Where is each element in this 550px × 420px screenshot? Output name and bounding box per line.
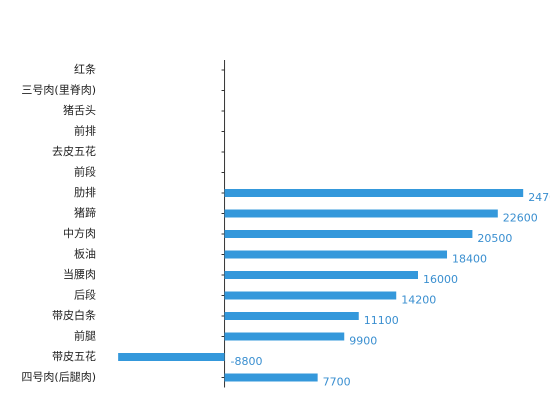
y-tick-label: 猪蹄: [74, 206, 96, 220]
y-tick-label: 带皮五花: [52, 350, 96, 363]
bar: [224, 250, 448, 259]
bar: [224, 332, 345, 341]
y-tick-label: 红条: [74, 62, 96, 76]
value-label: 22600: [503, 212, 538, 225]
value-label: 7700: [323, 376, 351, 389]
y-tick-label: 前腿: [74, 329, 96, 343]
bar: [224, 271, 418, 279]
value-label: -8800: [231, 355, 263, 368]
value-label: 18400: [452, 253, 487, 266]
bar: [224, 230, 473, 238]
y-tick-label: 三号肉(里脊肉): [21, 83, 96, 97]
bar: [224, 373, 318, 382]
bar: [224, 312, 359, 320]
value-label: 16000: [423, 273, 458, 286]
y-tick-label: 去皮五花: [52, 145, 96, 158]
bar: [118, 353, 225, 361]
y-tick-label: 前排: [74, 124, 96, 138]
y-tick-label: 后段: [74, 288, 96, 302]
bar: [224, 209, 498, 218]
y-tick-label: 肋排: [74, 185, 96, 199]
y-tick-label: 中方肉: [63, 226, 96, 240]
value-label: 20500: [477, 232, 512, 245]
y-tick-label: 四号肉(后腿肉): [21, 371, 96, 384]
y-tick-label: 板油: [74, 247, 96, 261]
y-tick-label: 猪舌头: [63, 104, 96, 117]
value-label: 14200: [401, 294, 436, 307]
value-label: 9900: [349, 335, 377, 348]
y-tick-label: 当腰肉: [63, 267, 96, 281]
y-tick-label: 前段: [74, 165, 96, 179]
y-tick-label: 带皮白条: [52, 308, 96, 322]
bar: [224, 291, 397, 300]
value-label: 11100: [364, 314, 399, 327]
value-label: 24700: [528, 191, 550, 204]
bar: [224, 189, 524, 197]
